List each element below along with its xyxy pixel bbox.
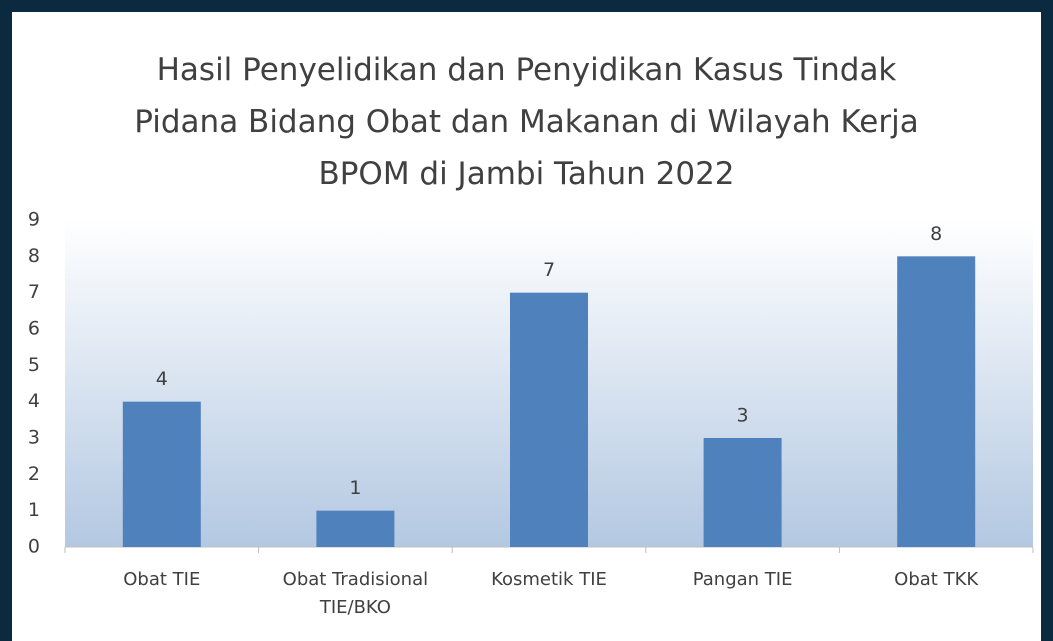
bar — [897, 256, 976, 547]
y-tick-label: 6 — [28, 318, 40, 340]
x-tick-label: Pangan TIE — [692, 569, 793, 590]
value-label: 3 — [737, 405, 749, 427]
y-tick-label: 3 — [28, 427, 40, 449]
value-label: 1 — [349, 477, 361, 499]
bar — [316, 510, 395, 547]
x-tick-label: Obat Tradisional TIE/BKO — [282, 569, 429, 618]
y-tick-label: 8 — [28, 245, 40, 267]
x-tick-label: Kosmetik TIE — [491, 569, 607, 590]
y-tick-label: 4 — [28, 390, 40, 412]
x-tick-label: Obat TKK — [894, 569, 979, 590]
value-label: 4 — [156, 368, 168, 390]
bar — [703, 438, 782, 547]
y-tick-label: 1 — [28, 499, 40, 521]
chart-title: Hasil Penyelidikan dan Penyidikan Kasus … — [134, 52, 919, 192]
bar — [122, 401, 201, 547]
bar — [510, 292, 588, 547]
value-label: 7 — [543, 259, 555, 281]
value-label: 8 — [930, 223, 942, 245]
y-tick-label: 9 — [28, 209, 40, 231]
x-tick-label: Obat TIE — [123, 569, 201, 590]
y-tick-label: 7 — [28, 281, 40, 303]
y-tick-label: 5 — [28, 354, 40, 376]
y-tick-label: 0 — [28, 536, 40, 558]
y-tick-label: 2 — [28, 463, 40, 485]
